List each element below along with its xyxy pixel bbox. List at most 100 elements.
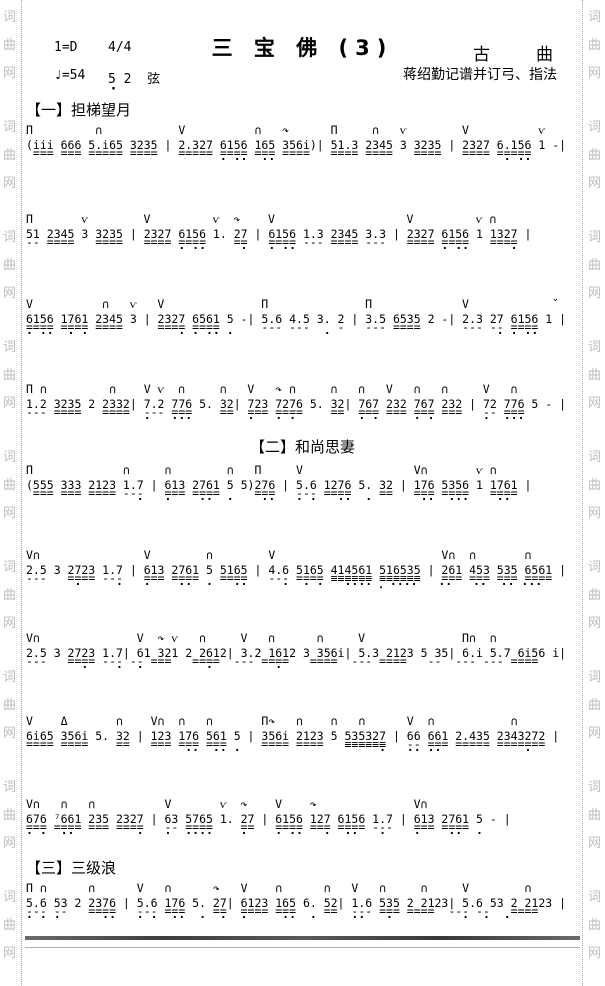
octave-dots-row: · · ·· · · ···· · · ·· · ·· · · ·· · — [26, 826, 483, 840]
music-line-1: П ∩ V ∩ ↷ П ∩ ѵ V ѵ (iii 666 5.i65 3235 |… — [26, 123, 567, 166]
watermark-char: 曲 — [588, 478, 602, 493]
watermark-char: 网 — [3, 946, 17, 961]
watermark-char: 词 — [3, 450, 17, 465]
music-line-6: V∩ V ∩ V V∩ ∩ ∩ 2.5 3 2723 1.7 | 613 2761… — [26, 548, 567, 591]
time-signature: 4/4 — [108, 40, 132, 55]
bowing-ornament-row: П ѵ V ѵ ↷ V V ѵ ∩ — [26, 212, 497, 226]
watermark-char: 曲 — [3, 148, 17, 163]
music-line-8: V Δ ∩ V∩ ∩ ∩ П↷ ∩ ∩ ∩ V ∩ ∩ 6i65 356i 5. … — [26, 714, 559, 757]
watermark-char: 网 — [3, 66, 17, 81]
watermark-char: 词 — [3, 10, 17, 25]
section-title-3: 【三】三级浪 — [26, 859, 117, 877]
watermark-char: 曲 — [3, 368, 17, 383]
watermark-char: 曲 — [3, 698, 17, 713]
bowing-ornament-row: П ∩ ∩ V ∩ ↷ V ∩ ∩ V ∩ ∩ V ∩ — [26, 881, 532, 895]
beams-row: === === ==== --- === ==== === --- ==== =… — [26, 486, 518, 500]
watermark-char: 词 — [588, 120, 602, 135]
watermark-char: 网 — [3, 176, 17, 191]
music-line-7: V∩ V ↷ ѵ ∩ V ∩ ∩ V П∩ ∩ 2.5 3 2723 1.7| 6… — [26, 631, 567, 674]
bowing-ornament-row: V Δ ∩ V∩ ∩ ∩ П↷ ∩ ∩ ∩ V ∩ ∩ — [26, 714, 518, 728]
octave-dots-row: · ·· ·· · ·· — [26, 152, 532, 166]
watermark-char: 网 — [588, 946, 602, 961]
watermark-char: 曲 — [588, 698, 602, 713]
watermark-char: 词 — [588, 340, 602, 355]
bowing-ornament-row: V∩ V ∩ V V∩ ∩ ∩ — [26, 548, 532, 562]
notes-row: 1.2 3235 2 2332| 7.2 776 5. 32| 723 7276… — [26, 397, 567, 411]
watermark-char: 词 — [3, 340, 17, 355]
watermark-char: 曲 — [588, 258, 602, 273]
watermark-char: 曲 — [3, 478, 17, 493]
watermark-char: 网 — [3, 506, 17, 521]
beams-row: --- -- ==== --- === == ==== === == --- =… — [26, 904, 539, 918]
notes-row: 2.5 3 2723 1.7| 61 321 2 2612| 3.2 1612 … — [26, 646, 567, 660]
music-line-5: П ∩ ∩ ∩ П V V∩ ѵ ∩ (555 333 2123 1.7 | 61… — [26, 463, 531, 506]
tuning-octave-dot: · — [111, 82, 116, 97]
octave-dots-row: · ·· · · · · ·· · · · · ·· — [26, 326, 539, 340]
watermark-char: 曲 — [3, 38, 17, 53]
bowing-ornament-row: V∩ V ↷ ѵ ∩ V ∩ ∩ V П∩ ∩ — [26, 631, 497, 645]
notes-row: 5.6 53 2 2376 | 5.6 176 5. 27| 6123 165 … — [26, 896, 567, 910]
watermark-char: 网 — [588, 396, 602, 411]
beams-row: --- ==== --- === ==== ==== --- ==== ≡≡≡≡… — [26, 571, 553, 585]
octave-dots-row: · ··· · · · · · · · · ··· — [26, 411, 525, 425]
transcriber-credit: 蒋绍勤记谱并订弓、指法 — [403, 67, 557, 83]
notes-row: 2.5 3 2723 1.7 | 613 2761 5 5165 | 4.6 5… — [26, 563, 567, 577]
watermark-char: 网 — [588, 836, 602, 851]
watermark-char: 词 — [588, 560, 602, 575]
music-line-9: V∩ ∩ ∩ V ѵ ↷ V ↷ V∩ 676 ⁷661 235 2327 | 6… — [26, 797, 511, 840]
watermark-char: 曲 — [588, 38, 602, 53]
octave-dots-row: · · · · · — [26, 660, 283, 674]
watermark-char: 网 — [3, 836, 17, 851]
notes-row: 6156 1761 2345 3 | 2327 6561 5 -| 5.6 4.… — [26, 312, 567, 326]
bowing-ornament-row: П ∩ ∩ V ѵ ∩ ∩ V ↷ ∩ ∩ ∩ V ∩ ∩ V ∩ — [26, 382, 518, 396]
watermark-char: 词 — [3, 780, 17, 795]
watermark-column-right: 词曲网词曲网词曲网词曲网词曲网词曲网词曲网词曲网词曲网 — [588, 0, 605, 986]
beams-row: === === ===== ==== ===== ==== === ==== =… — [26, 146, 532, 160]
watermark-char: 网 — [3, 286, 17, 301]
beams-row: --- ==== --- -- === ==== --- ==== ==== -… — [26, 654, 539, 668]
octave-dots-row: · · · ·· · · ·· · · · ·· · ·· · · · · — [26, 910, 511, 924]
watermark-char: 曲 — [3, 258, 17, 273]
right-dotted-border — [582, 0, 583, 986]
music-line-4: П ∩ ∩ V ѵ ∩ ∩ V ↷ ∩ ∩ ∩ V ∩ ∩ V ∩ 1.2 323… — [26, 382, 567, 425]
octave-dots-row: ·· ·· · · ·· ·· · — [26, 743, 532, 757]
watermark-char: 网 — [588, 176, 602, 191]
watermark-char: 词 — [3, 670, 17, 685]
bowing-ornament-row: V∩ ∩ ∩ V ѵ ↷ V ↷ V∩ — [26, 797, 428, 811]
watermark-char: 网 — [3, 396, 17, 411]
bowing-ornament-row: V ∩ ѵ V П П V ˇ — [26, 297, 559, 311]
watermark-char: 词 — [3, 560, 17, 575]
bottom-divider-thick — [25, 936, 580, 940]
octave-dots-row: · · ·· · ·· · · ·· · ·· ··· ·· — [26, 492, 511, 506]
watermark-column-left: 词曲网词曲网词曲网词曲网词曲网词曲网词曲网词曲网词曲网 — [3, 0, 21, 986]
watermark-char: 词 — [3, 230, 17, 245]
notes-row: 51 2345 3 3235 | 2327 6156 1. 27 | 6156 … — [26, 227, 532, 241]
beams-row: ==== ==== ==== ==== ==== --- --- - --- =… — [26, 320, 539, 334]
key-signature: 1=D — [54, 40, 78, 55]
tempo-marking: ♩=54 — [54, 68, 86, 83]
watermark-char: 词 — [588, 230, 602, 245]
bottom-divider-thin — [25, 947, 580, 948]
beams-row: --- ==== ==== --- === == === ==== == ===… — [26, 405, 525, 419]
watermark-char: 词 — [588, 780, 602, 795]
watermark-char: 曲 — [588, 918, 602, 933]
watermark-char: 词 — [3, 890, 17, 905]
watermark-char: 网 — [588, 286, 602, 301]
page-title: 三 宝 佛 (3) — [211, 36, 394, 60]
watermark-char: 曲 — [3, 588, 17, 603]
watermark-char: 网 — [588, 616, 602, 631]
genre-label: 古 曲 — [473, 45, 557, 65]
music-line-3: V ∩ ѵ V П П V ˇ 6156 1761 2345 3 | 2327 6… — [26, 297, 567, 340]
watermark-char: 词 — [588, 10, 602, 25]
watermark-char: 网 — [3, 726, 17, 741]
notes-row: (iii 666 5.i65 3235 | 2.327 6156 165 356… — [26, 138, 567, 152]
octave-dots-row: · · · ·· · ·· · · · ···· ․ ···· ·· ·· ··… — [26, 577, 543, 591]
music-line-10: П ∩ ∩ V ∩ ↷ V ∩ ∩ V ∩ ∩ V ∩ 5.6 53 2 2376… — [26, 881, 567, 924]
watermark-char: 曲 — [588, 588, 602, 603]
section-title-2: 【二】和尚思妻 — [249, 438, 355, 456]
bowing-ornament-row: П ∩ V ∩ ↷ П ∩ ѵ V ѵ — [26, 123, 545, 137]
tuning-label: 5 2 弦 — [108, 72, 161, 87]
watermark-char: 网 — [588, 506, 602, 521]
left-dotted-border — [21, 0, 22, 986]
